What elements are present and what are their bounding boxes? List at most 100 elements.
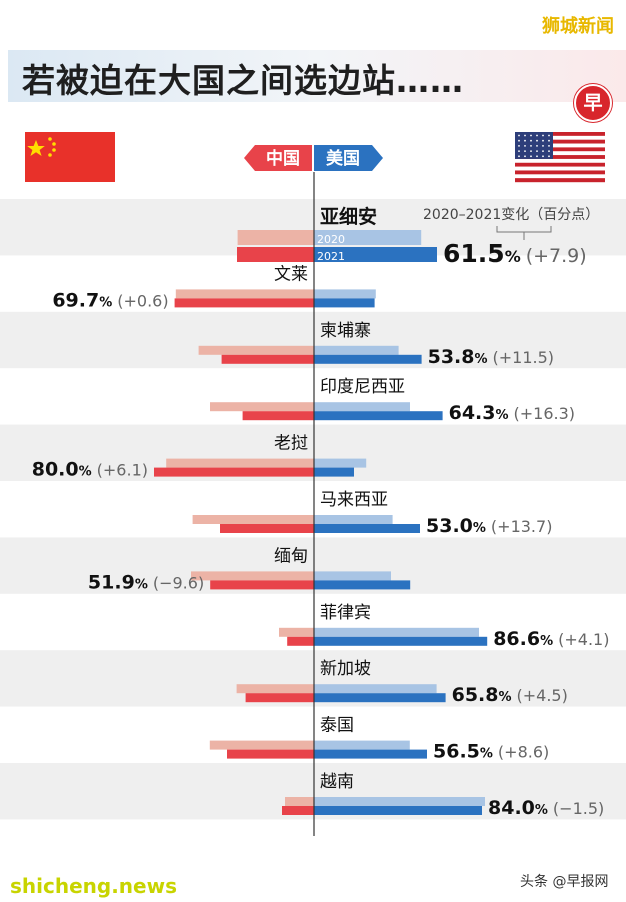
category-label: 柬埔寨 — [320, 321, 371, 341]
bar-china-2021 — [287, 636, 314, 646]
value-label: 65.8% (+4.5) — [452, 684, 568, 706]
chart-row: 老挝 80.0% (+6.1) — [0, 424, 626, 481]
bar-us-2021 — [314, 247, 437, 262]
bar-us-2020 — [314, 740, 410, 750]
change-label: (+8.6) — [498, 743, 549, 762]
bar-us-2020 — [314, 458, 367, 468]
value-label: 53.0% (+13.7) — [426, 515, 552, 537]
legend-us-arrow: 美国 — [314, 145, 383, 171]
bar-china-2021 — [174, 298, 314, 308]
legend-china-arrow: 中国 — [244, 145, 312, 171]
bar-us-2020 — [314, 402, 410, 412]
category-label: 菲律宾 — [320, 603, 371, 623]
bar-china-2021 — [242, 411, 314, 421]
row-shade — [0, 199, 626, 256]
bar-china-2021 — [220, 524, 314, 533]
bar-us-2020 — [314, 627, 479, 637]
bar-us-2021 — [314, 411, 443, 421]
bar-china-2021 — [245, 693, 314, 703]
value-unit: % — [540, 634, 553, 649]
value-number: 65.8 — [452, 684, 499, 706]
bar-china-2021 — [227, 749, 314, 759]
bar-china-2020 — [285, 797, 314, 806]
change-label: (−9.6) — [153, 573, 204, 592]
chart-row: 亚细安 61.5% (+7.9) — [0, 199, 626, 268]
category-label: 越南 — [320, 772, 354, 792]
value-unit: % — [79, 465, 92, 480]
bar-us-2021 — [314, 749, 427, 759]
category-label: 老挝 — [274, 434, 308, 454]
bar-us-2020 — [314, 289, 376, 299]
bar-us-2021 — [314, 580, 411, 590]
bar-us-2021 — [314, 806, 482, 815]
bar-china-2020 — [192, 515, 314, 524]
chart-row: 菲律宾 86.6% (+4.1) — [279, 603, 609, 650]
bar-china-2020 — [198, 345, 314, 355]
category-label: 文莱 — [274, 264, 308, 284]
bar-china-2020 — [237, 230, 314, 245]
bar-us-2021 — [314, 524, 420, 533]
value-unit: % — [99, 295, 112, 310]
value-label: 51.9% (−9.6) — [88, 571, 204, 593]
bar-china-2021 — [154, 467, 314, 477]
bar-china-2020 — [279, 627, 314, 637]
bar-china-2021 — [237, 247, 314, 262]
chart-row: 泰国 56.5% (+8.6) — [209, 716, 549, 763]
change-label: (+7.9) — [526, 245, 587, 267]
value-unit: % — [495, 408, 508, 423]
change-label: (+0.6) — [117, 291, 168, 310]
value-number: 53.0 — [426, 515, 473, 537]
change-label: (+4.1) — [558, 630, 609, 649]
value-label: 84.0% (−1.5) — [488, 797, 604, 819]
value-unit: % — [498, 690, 511, 705]
category-label: 马来西亚 — [320, 490, 388, 510]
value-label: 64.3% (+16.3) — [449, 402, 575, 424]
watermark-right: 头条 @早报网 — [516, 870, 613, 892]
value-unit: % — [535, 803, 548, 818]
value-unit: % — [480, 747, 493, 762]
bar-china-2020 — [236, 684, 314, 694]
value-unit: % — [505, 247, 521, 266]
value-number: 56.5 — [433, 741, 480, 763]
bar-china-2020 — [175, 289, 314, 299]
value-label: 53.8% (+11.5) — [428, 346, 554, 368]
value-number: 61.5 — [443, 239, 505, 268]
change-header: 2020–2021变化（百分点） — [423, 207, 599, 223]
value-unit: % — [473, 521, 486, 536]
us-flag-icon — [515, 132, 605, 183]
value-label: 61.5% (+7.9) — [443, 239, 587, 268]
value-label: 69.7% (+0.6) — [52, 289, 168, 311]
value-number: 80.0 — [32, 459, 79, 481]
chart-row: 新加坡 65.8% (+4.5) — [0, 650, 626, 707]
bar-us-2020 — [314, 797, 485, 806]
bar-us-2021 — [314, 636, 488, 646]
bar-china-2021 — [221, 354, 314, 364]
value-number: 86.6 — [493, 628, 540, 650]
bar-us-2020 — [314, 684, 437, 694]
bar-us-2020 — [314, 345, 399, 355]
change-label: (+4.5) — [517, 686, 568, 705]
value-label: 56.5% (+8.6) — [433, 741, 549, 763]
change-label: (+11.5) — [493, 348, 555, 367]
change-label: (+6.1) — [97, 461, 148, 480]
bar-us-2021 — [314, 693, 446, 703]
bar-china-2020 — [191, 571, 314, 581]
bar-us-2020 — [314, 515, 393, 524]
chart-row: 缅甸 51.9% (−9.6) — [0, 537, 626, 594]
legend-us-label: 美国 — [326, 148, 360, 169]
bar-china-2020 — [210, 402, 314, 412]
value-number: 51.9 — [88, 571, 135, 593]
value-label: 86.6% (+4.1) — [493, 628, 609, 650]
bar-china-2021 — [282, 806, 314, 815]
value-unit: % — [135, 577, 148, 592]
bar-china-2020 — [166, 458, 314, 468]
change-label: (+13.7) — [491, 517, 553, 536]
category-label: 缅甸 — [274, 546, 308, 566]
title-band — [8, 50, 626, 102]
chart-row: 马来西亚 53.0% (+13.7) — [192, 490, 552, 537]
value-number: 53.8 — [428, 346, 475, 368]
page-title: 若被迫在大国之间选边站…… — [22, 61, 464, 100]
value-unit: % — [474, 352, 487, 367]
zaobao-logo-icon: 早 — [574, 84, 612, 122]
